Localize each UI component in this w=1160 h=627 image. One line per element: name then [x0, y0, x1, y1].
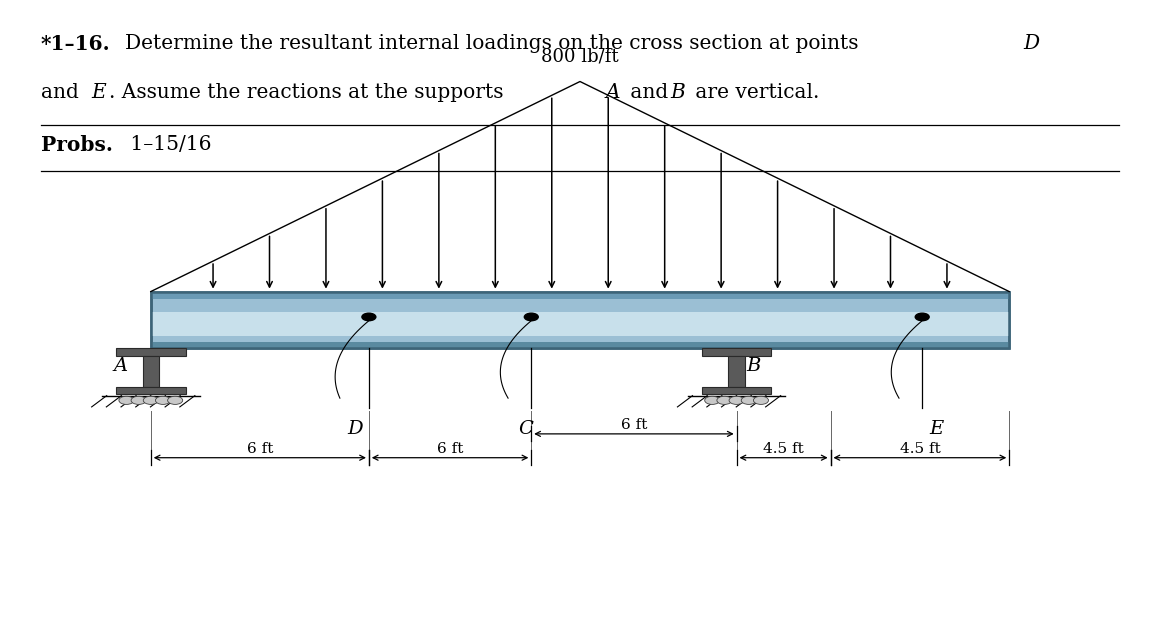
Bar — [151, 312, 1009, 335]
Bar — [728, 356, 745, 387]
Bar — [151, 292, 1009, 348]
Bar — [151, 292, 1009, 348]
Text: and: and — [41, 83, 85, 102]
Bar — [116, 387, 186, 394]
Text: C: C — [519, 420, 532, 438]
Circle shape — [730, 396, 745, 404]
Circle shape — [915, 313, 929, 320]
Text: B: B — [670, 83, 686, 102]
Circle shape — [131, 396, 146, 404]
Bar — [151, 342, 1009, 348]
Circle shape — [167, 396, 183, 404]
Text: Determine the resultant internal loadings on the cross section at points: Determine the resultant internal loading… — [125, 34, 865, 53]
Circle shape — [119, 396, 135, 404]
Bar — [702, 387, 771, 394]
Text: 4.5 ft: 4.5 ft — [763, 442, 804, 456]
Text: D: D — [1023, 34, 1039, 53]
Text: A: A — [606, 83, 619, 102]
Circle shape — [362, 313, 376, 320]
Circle shape — [741, 396, 756, 404]
Text: 6 ft: 6 ft — [621, 418, 647, 432]
Text: B: B — [746, 357, 760, 376]
Text: 6 ft: 6 ft — [247, 442, 273, 456]
Text: A: A — [114, 357, 128, 376]
Text: E: E — [92, 83, 107, 102]
Bar — [151, 292, 1009, 299]
Text: E: E — [929, 420, 943, 438]
Circle shape — [524, 313, 538, 320]
Text: 4.5 ft: 4.5 ft — [899, 442, 941, 456]
Text: 800 lb/ft: 800 lb/ft — [542, 48, 618, 66]
Circle shape — [717, 396, 732, 404]
Circle shape — [754, 396, 768, 404]
Circle shape — [704, 396, 719, 404]
Text: Probs.: Probs. — [41, 135, 113, 155]
Circle shape — [155, 396, 171, 404]
Text: 6 ft: 6 ft — [437, 442, 463, 456]
Bar — [702, 348, 771, 356]
Bar — [143, 356, 159, 387]
Text: . Assume the reactions at the supports: . Assume the reactions at the supports — [109, 83, 510, 102]
Text: 1–15/16: 1–15/16 — [124, 135, 211, 154]
Text: are vertical.: are vertical. — [689, 83, 819, 102]
Bar — [116, 348, 186, 356]
Text: and: and — [624, 83, 675, 102]
Text: D: D — [347, 420, 363, 438]
Circle shape — [143, 396, 158, 404]
Text: *1–16.: *1–16. — [41, 34, 110, 55]
